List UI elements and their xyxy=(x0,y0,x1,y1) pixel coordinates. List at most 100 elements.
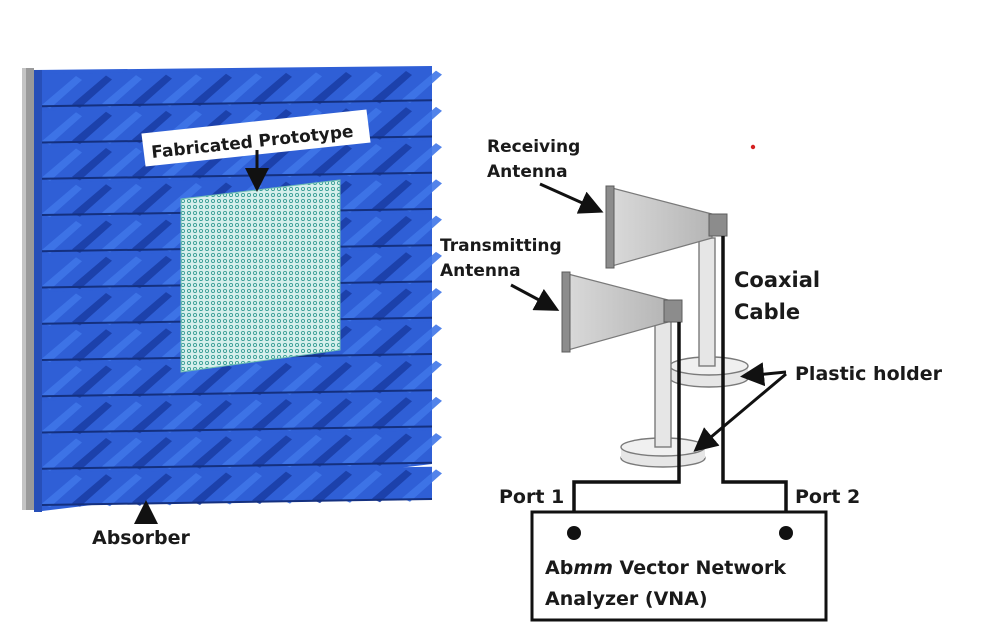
absorber-wedge xyxy=(342,180,382,213)
absorber-wedge xyxy=(282,398,322,432)
absorber-wedge xyxy=(402,360,442,394)
absorber-wedge xyxy=(72,293,112,326)
cable-port1 xyxy=(572,322,681,528)
absorber-row-edge xyxy=(41,425,433,434)
absorber-label: Absorber xyxy=(92,527,191,549)
absorber-wedge xyxy=(72,256,112,290)
absorber-wedge xyxy=(102,365,142,398)
absorber-wedge xyxy=(312,398,352,431)
absorber-wedge xyxy=(372,179,412,213)
absorber-wedge xyxy=(312,470,352,504)
absorber-wedge xyxy=(372,324,412,358)
absorber-wedge xyxy=(342,470,382,503)
absorber-wedge xyxy=(132,183,172,216)
absorber-wedge xyxy=(252,471,292,505)
absorber-wedge xyxy=(372,71,412,104)
arrow-icon xyxy=(539,182,604,214)
absorber-wedge xyxy=(372,216,412,249)
absorber-wedge xyxy=(372,397,412,430)
absorber-wedge xyxy=(282,362,322,395)
absorber-wedge xyxy=(162,74,202,107)
absorber-wedge xyxy=(222,399,262,432)
vna-label-line1: Abmm Vector Network xyxy=(545,557,786,579)
absorber-wedge xyxy=(162,436,202,470)
receiving-horn-antenna-icon xyxy=(605,185,728,269)
absorber-wedge xyxy=(402,469,442,502)
absorber-wedge xyxy=(252,362,292,396)
absorber-wedge xyxy=(42,438,82,471)
absorber-wedge xyxy=(132,219,172,253)
absorber-wedge xyxy=(102,473,142,507)
absorber-wedge xyxy=(252,399,292,432)
absorber-wedge xyxy=(342,434,382,467)
absorber-row-edge xyxy=(41,171,433,180)
absorber-wedge xyxy=(312,434,352,467)
absorber-wedge xyxy=(402,179,442,212)
absorber-wedge xyxy=(102,220,142,253)
absorber-wedge xyxy=(402,251,442,285)
absorber-wedge xyxy=(132,437,172,470)
absorber-wedge xyxy=(402,215,442,249)
absorber-wedge xyxy=(72,220,112,253)
absorber-wedge xyxy=(132,74,172,108)
vna-label-line2: Analyzer (VNA) xyxy=(545,588,708,610)
absorber-wedge xyxy=(342,361,382,394)
absorber-wedge xyxy=(42,402,82,435)
absorber-wedge xyxy=(192,400,232,433)
absorber-wedge xyxy=(342,325,382,358)
absorber-wedge xyxy=(402,433,442,466)
absorber-wedge xyxy=(102,328,142,362)
port1-connector-icon xyxy=(567,526,581,540)
absorber-wedge xyxy=(372,107,412,140)
arrow-icon xyxy=(740,362,787,387)
transmitting-horn-antenna-icon xyxy=(561,271,683,353)
absorber-wedge xyxy=(402,70,442,104)
arrow-icon xyxy=(510,283,560,311)
absorber-wedge xyxy=(342,216,382,249)
absorber-wedge xyxy=(222,435,262,469)
absorber-wedge xyxy=(222,73,262,106)
absorber-wedge xyxy=(132,292,172,325)
vna-box xyxy=(530,510,828,622)
absorber-wedge xyxy=(162,472,202,506)
absorber-wedge xyxy=(162,364,202,397)
absorber-wedge xyxy=(342,289,382,322)
absorber-wedge xyxy=(372,143,412,176)
absorber-wedge xyxy=(132,328,172,361)
absorber-wedge xyxy=(192,363,232,397)
absorber-wedge xyxy=(372,361,412,394)
absorber-wedge xyxy=(42,293,82,326)
absorber-wedge xyxy=(42,148,82,181)
absorber-wedge xyxy=(222,363,262,396)
plastic-holder-label: Plastic holder xyxy=(795,363,943,385)
arrow-icon xyxy=(693,372,787,452)
fabricated-prototype xyxy=(180,179,341,373)
absorber-wedge xyxy=(372,252,412,285)
port2-label: Port 2 xyxy=(795,486,860,508)
absorber-wedge xyxy=(312,71,352,105)
absorber-wedge xyxy=(402,288,442,321)
transmitting-antenna-label-line1: Transmitting xyxy=(440,236,562,256)
absorber-wedge xyxy=(42,257,82,290)
absorber-wedge xyxy=(72,148,112,181)
cable-port2 xyxy=(721,236,788,528)
absorber-wedge xyxy=(42,112,82,145)
absorber-wedge xyxy=(282,72,322,105)
absorber-wedge xyxy=(402,396,442,430)
absorber-row-edge xyxy=(41,99,433,108)
absorber-wedge xyxy=(252,435,292,468)
absorber-wedge xyxy=(192,472,232,505)
absorber-wedge xyxy=(282,434,322,468)
absorber-row-edge xyxy=(41,498,433,506)
port2-connector-icon xyxy=(779,526,793,540)
red-dot-marker xyxy=(750,144,756,150)
absorber-row-edge xyxy=(41,389,433,398)
absorber-wedge xyxy=(132,364,172,398)
plastic-holder-lower xyxy=(620,317,706,468)
absorber-wedge xyxy=(192,436,232,469)
absorber-wedge xyxy=(132,400,172,434)
absorber-wedge xyxy=(342,71,382,104)
absorber-wedge xyxy=(402,324,442,357)
absorber-wedge xyxy=(372,288,412,321)
absorber-wedge xyxy=(42,221,82,254)
